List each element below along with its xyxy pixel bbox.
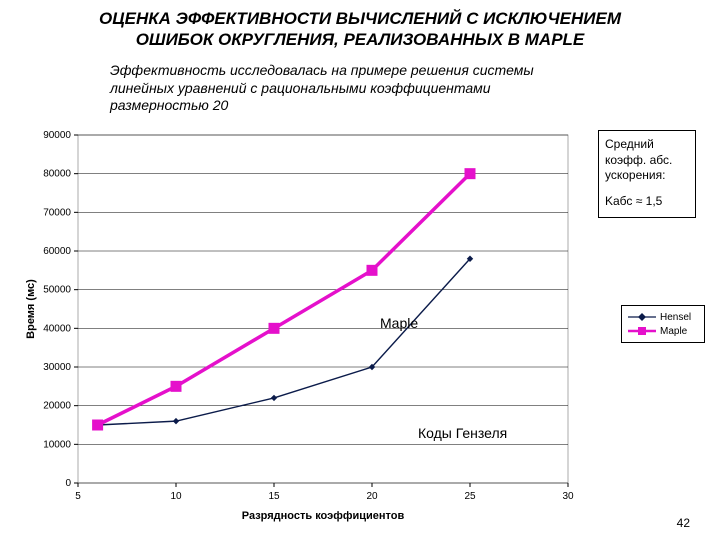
- svg-text:10000: 10000: [43, 439, 71, 450]
- slide: ОЦЕНКА ЭФФЕКТИВНОСТИ ВЫЧИСЛЕНИЙ С ИСКЛЮЧ…: [0, 0, 720, 540]
- slide-title: ОЦЕНКА ЭФФЕКТИВНОСТИ ВЫЧИСЛЕНИЙ С ИСКЛЮЧ…: [60, 8, 660, 51]
- svg-text:5: 5: [75, 491, 81, 502]
- svg-text:25: 25: [464, 491, 476, 502]
- svg-text:90000: 90000: [43, 130, 71, 141]
- legend-item: Maple: [628, 324, 698, 338]
- legend-marker-icon: [628, 311, 656, 323]
- svg-text:Время (мс): Время (мс): [25, 279, 37, 339]
- legend-marker-icon: [628, 325, 656, 337]
- legend-label: Hensel: [660, 312, 691, 323]
- svg-text:80000: 80000: [43, 169, 71, 180]
- svg-text:0: 0: [65, 478, 71, 489]
- slide-subtitle: Эффективность исследовалась на примере р…: [110, 62, 590, 115]
- legend-item: Hensel: [628, 310, 698, 324]
- chart-inline-label: Коды Гензеля: [418, 425, 507, 441]
- svg-text:10: 10: [170, 491, 182, 502]
- svg-text:Разрядность коэффициентов: Разрядность коэффициентов: [242, 510, 405, 522]
- svg-text:70000: 70000: [43, 207, 71, 218]
- page-number: 42: [677, 516, 690, 530]
- svg-text:40000: 40000: [43, 323, 71, 334]
- info-line-2: Kабс ≈ 1,5: [605, 194, 689, 210]
- svg-text:50000: 50000: [43, 285, 71, 296]
- chart-legend: Hensel Maple: [621, 305, 705, 343]
- efficiency-chart: 0 10000 20000 30000 40000 50000 60000 70000 8000…: [20, 125, 580, 525]
- legend-label: Maple: [660, 326, 687, 337]
- svg-text:15: 15: [268, 491, 280, 502]
- svg-text:20: 20: [366, 491, 378, 502]
- speedup-info-box: Средний коэфф. абс. ускорения: Kабс ≈ 1,…: [598, 130, 696, 218]
- svg-text:60000: 60000: [43, 246, 71, 257]
- info-line-1: Средний коэфф. абс. ускорения:: [605, 137, 689, 184]
- svg-text:30000: 30000: [43, 362, 71, 373]
- svg-text:20000: 20000: [43, 401, 71, 412]
- chart-inline-label: Maple: [380, 315, 418, 331]
- svg-text:30: 30: [562, 491, 574, 502]
